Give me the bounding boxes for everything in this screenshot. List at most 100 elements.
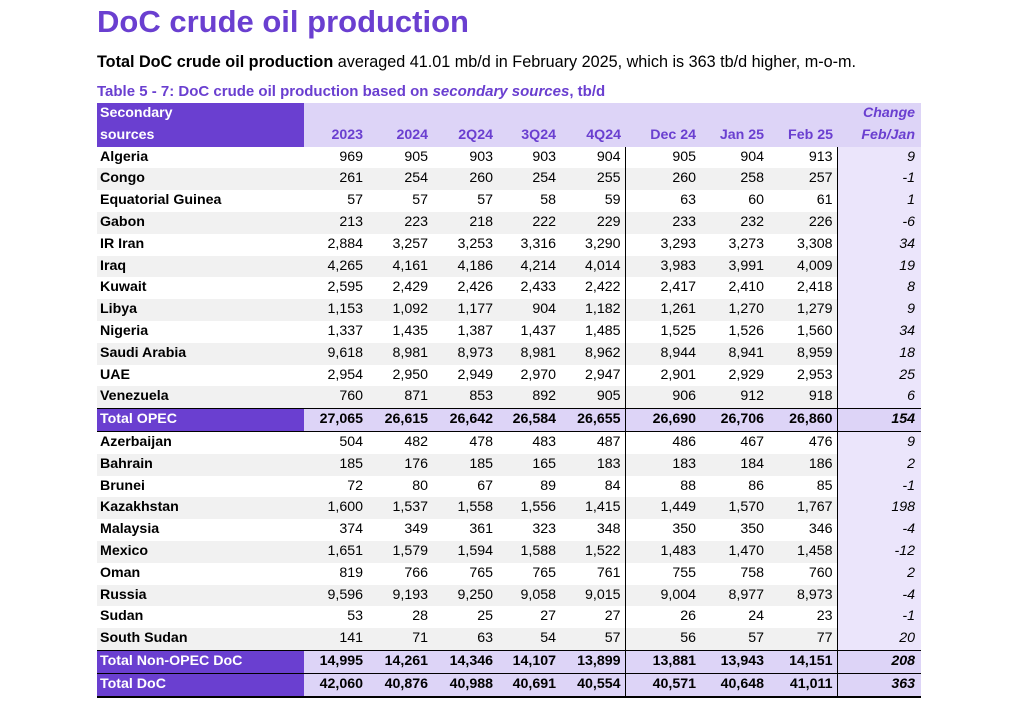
row-name: Congo (97, 168, 304, 191)
value-cell: 349 (404, 521, 428, 538)
row-name: Equatorial Guinea (100, 192, 222, 209)
value-cell: 4,214 (497, 255, 560, 278)
value-cell: 2,426 (457, 279, 493, 296)
header-blank-cell (367, 103, 432, 125)
row-name: Russia (97, 584, 304, 607)
value-cell: 478 (469, 433, 493, 450)
value-cell: 8,959 (768, 342, 837, 365)
value-cell: 89 (540, 477, 556, 494)
value-cell: 183 (560, 453, 625, 476)
change-cell: 1 (836, 190, 921, 212)
row-name: Brunei (100, 477, 145, 494)
value-cell: 482 (404, 433, 428, 450)
summary-rest: averaged 41.01 mb/d in February 2025, wh… (333, 53, 856, 71)
value-cell: 14,151 (768, 649, 837, 674)
column-header: 2024 (367, 124, 432, 147)
row-name: Algeria (100, 148, 149, 165)
value-cell: 8,981 (497, 342, 560, 365)
table-row: Gabon 213 223 218 222 229 233 232 226 -6 (97, 211, 921, 234)
value-cell: 1,182 (560, 299, 625, 321)
value-cell: 57 (347, 192, 363, 209)
value-cell: 8,981 (367, 342, 432, 365)
value-cell: 165 (497, 453, 560, 476)
value-cell: 232 (700, 211, 768, 234)
value-cell: 25 (477, 608, 493, 625)
value-cell: 3,257 (392, 235, 428, 252)
summary-text: Total DoC crude oil production averaged … (97, 53, 856, 72)
value-cell: 1,458 (768, 540, 837, 563)
header-blank-cell (625, 103, 700, 125)
value-cell: 1,435 (392, 322, 428, 339)
value-cell: 26,690 (624, 408, 700, 432)
value-cell: 13,943 (700, 649, 768, 674)
value-cell: 40,554 (560, 672, 625, 698)
value-cell: 361 (469, 521, 493, 538)
value-cell: 1,177 (432, 299, 497, 321)
header-row: Secondary Change (97, 103, 921, 125)
change-cell: 154 (836, 408, 921, 432)
value-cell: 14,346 (432, 649, 497, 674)
value-cell: 14,995 (304, 649, 367, 674)
value-cell: 226 (768, 211, 837, 234)
value-cell: 906 (624, 386, 700, 409)
value-cell: 257 (768, 168, 837, 191)
value-cell: 4,161 (367, 255, 432, 278)
value-cell: 761 (596, 564, 621, 581)
value-cell: 26 (624, 606, 700, 629)
row-name: Nigeria (100, 322, 149, 339)
change-cell: -6 (836, 211, 921, 234)
value-cell: 1,525 (624, 320, 700, 343)
row-name: Total OPEC (97, 408, 304, 432)
total-row: Total Non-OPEC DoC 14,995 14,261 14,346 14,1… (97, 649, 921, 674)
summary-bold: Total DoC crude oil production (97, 53, 334, 71)
column-header: 4Q24 (560, 124, 625, 147)
value-cell: 3,983 (624, 255, 700, 278)
value-cell: 2,953 (796, 366, 833, 383)
value-cell: 261 (304, 168, 367, 191)
value-cell: 1,261 (624, 299, 700, 321)
value-cell: 40,876 (367, 672, 432, 698)
change-cell: -1 (836, 606, 921, 629)
value-cell: 77 (768, 628, 837, 651)
change-cell: 34 (836, 233, 921, 256)
value-cell: 819 (339, 564, 363, 581)
value-cell: 323 (532, 521, 556, 538)
value-cell: 1,483 (624, 540, 700, 563)
row-name: IR Iran (100, 235, 145, 252)
caption-prefix: Table 5 - 7: DoC crude oil production ba… (97, 83, 433, 100)
value-cell: 9,596 (304, 584, 367, 607)
value-cell: 13,899 (560, 649, 625, 674)
value-cell: 56 (624, 628, 700, 651)
column-header: Feb 25 (768, 124, 837, 147)
table-caption: Table 5 - 7: DoC crude oil production ba… (97, 83, 605, 100)
value-cell: 59 (604, 192, 621, 209)
value-cell: 765 (469, 564, 493, 581)
value-cell: 213 (304, 211, 367, 234)
row-name: Malaysia (100, 521, 160, 538)
value-cell: 2,884 (327, 235, 363, 252)
caption-italic: secondary sources (432, 83, 570, 100)
value-cell: 260 (624, 168, 700, 191)
header-change-line1: Change (837, 103, 921, 125)
value-cell: 766 (404, 564, 428, 581)
value-cell: 26,642 (432, 408, 497, 432)
total-row: Total DoC 42,060 40,876 40,988 40,691 40,554 4… (97, 672, 921, 698)
value-cell: 2,595 (327, 279, 363, 296)
value-cell: 760 (304, 386, 367, 409)
table-row: Oman 819 766 765 765 761 755 758 760 2 (97, 562, 921, 585)
value-cell: 1,537 (367, 497, 432, 520)
value-cell: 71 (367, 628, 432, 651)
value-cell: 487 (596, 433, 621, 450)
value-cell: 1,767 (768, 497, 837, 520)
header-blank-cell (768, 103, 837, 125)
value-cell: 2,422 (584, 279, 621, 296)
row-name: Azerbaijan (100, 433, 172, 450)
value-cell: 486 (624, 431, 700, 454)
value-cell: 42,060 (304, 672, 367, 698)
table-row: Kuwait 2,595 2,429 2,426 2,433 2,422 2,417 2,41… (97, 277, 921, 300)
value-cell: 255 (560, 168, 625, 191)
change-cell: -4 (836, 519, 921, 541)
value-cell: 2,418 (796, 279, 833, 296)
value-cell: 3,290 (584, 235, 621, 252)
change-cell: 2 (836, 562, 921, 585)
